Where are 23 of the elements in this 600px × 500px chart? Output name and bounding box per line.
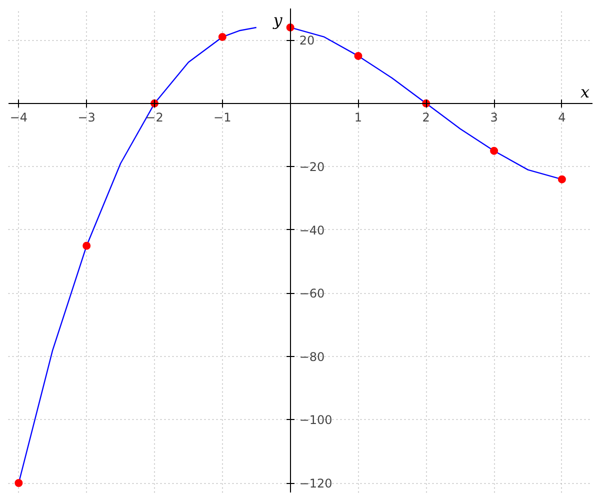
y-tick-label: −80 [299, 350, 325, 364]
point [354, 52, 362, 60]
y-tick-label: −40 [299, 223, 325, 238]
point [558, 175, 566, 184]
x-axis-title: x [580, 82, 590, 102]
x-tick-label: −2 [146, 110, 164, 124]
x-tick-label: −1 [214, 110, 232, 124]
y-tick-label: −20 [299, 160, 325, 174]
y-tick-label: −60 [299, 286, 325, 301]
point [490, 146, 498, 155]
x-tick-label: 4 [558, 110, 566, 124]
y-tick-label: −100 [299, 413, 332, 428]
y-tick-label: 20 [299, 34, 315, 48]
x-tick-label: 2 [422, 110, 430, 124]
x-tick-label: −3 [78, 110, 96, 124]
x-tick-label: −4 [10, 110, 28, 124]
point [82, 242, 91, 250]
y-axis-title: y [272, 10, 284, 30]
x-tick-label: 3 [490, 110, 498, 124]
x-tick-label: 1 [354, 110, 362, 124]
point [14, 479, 23, 488]
y-tick-label: −120 [299, 476, 332, 491]
point [218, 32, 226, 41]
